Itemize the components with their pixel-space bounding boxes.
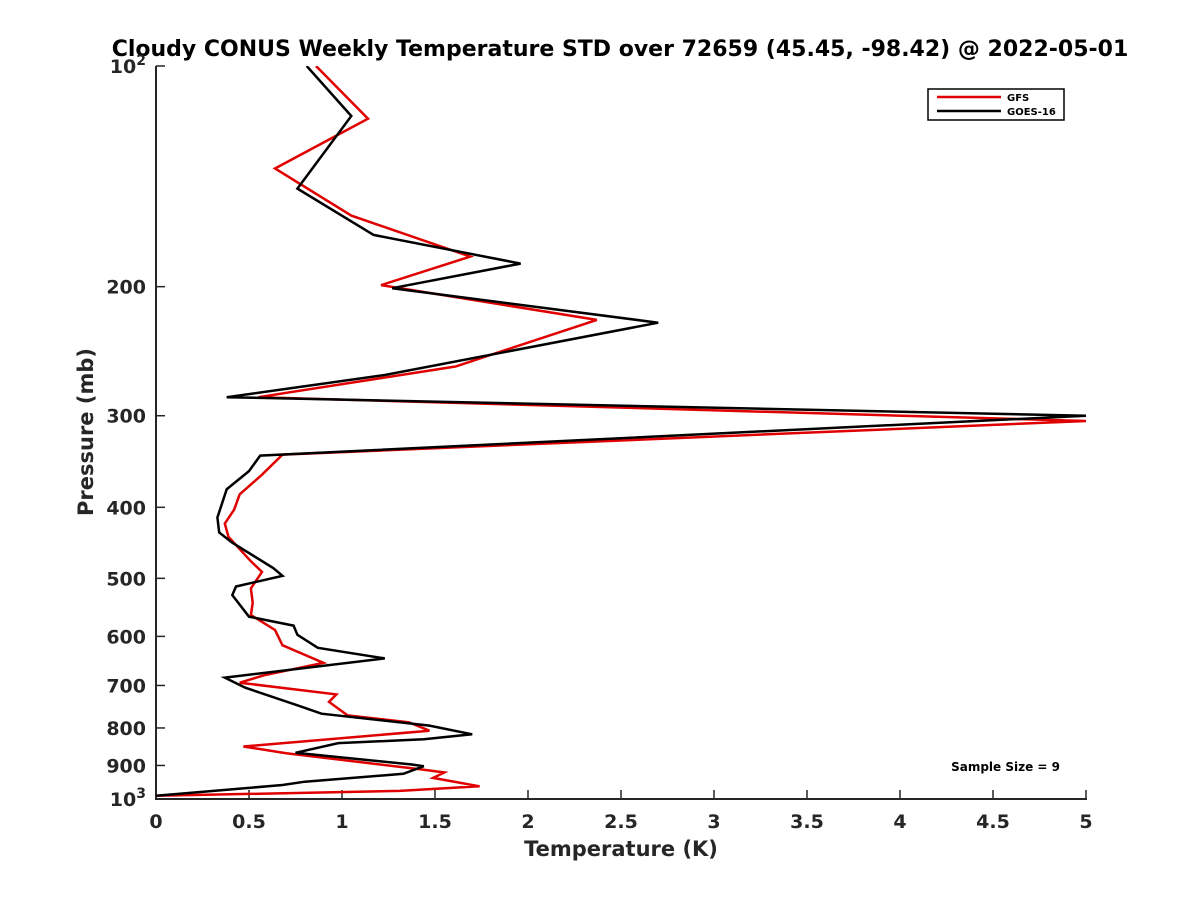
y-tick-label: 300	[106, 406, 146, 428]
chart-title: Cloudy CONUS Weekly Temperature STD over…	[112, 37, 1129, 62]
x-tick-label: 1	[335, 811, 348, 833]
x-tick-label: 3.5	[790, 811, 824, 833]
y-tick-label: 102	[110, 53, 146, 78]
legend-label: GFS	[1007, 93, 1029, 104]
x-tick-label: 2	[521, 811, 534, 833]
x-tick-label: 0.5	[232, 811, 266, 833]
y-tick-base: 10	[110, 789, 136, 811]
sample-size-annotation: Sample Size = 9	[951, 760, 1060, 774]
y-axis-label: Pressure (mb)	[74, 348, 98, 516]
plot-area: 0 0.5 1 1.5 2 2.5 3 3.5 4 4.5 5 102200300400500600…	[106, 53, 1092, 833]
series-line-goes-16	[155, 66, 1086, 798]
x-tick-label: 1.5	[418, 811, 452, 833]
x-ticks: 0 0.5 1 1.5 2 2.5 3 3.5 4 4.5 5	[149, 790, 1093, 833]
y-tick-label: 103	[110, 786, 146, 811]
legend-label: GOES-16	[1007, 107, 1056, 118]
y-tick-label: 900	[106, 755, 146, 777]
y-tick-label: 700	[106, 675, 146, 697]
y-tick-label: 600	[106, 626, 146, 648]
series-lines	[155, 66, 1086, 798]
y-tick-label: 200	[106, 277, 146, 299]
x-tick-label: 2.5	[604, 811, 638, 833]
legend: GFS GOES-16	[927, 88, 1065, 121]
y-tick-label: 400	[106, 497, 146, 519]
y-tick-exponent: 3	[136, 786, 146, 802]
series-line-gfs	[155, 66, 1086, 798]
x-tick-label: 4	[893, 811, 906, 833]
x-tick-label: 4.5	[976, 811, 1010, 833]
y-tick-label: 800	[106, 718, 146, 740]
x-tick-label: 5	[1079, 811, 1092, 833]
x-tick-label: 3	[707, 811, 720, 833]
y-tick-exponent: 2	[136, 53, 146, 69]
x-axis-label: Temperature (K)	[524, 837, 718, 861]
legend-box	[927, 88, 1065, 121]
y-tick-label: 500	[106, 568, 146, 590]
y-tick-base: 10	[110, 56, 136, 78]
x-tick-label: 0	[149, 811, 162, 833]
